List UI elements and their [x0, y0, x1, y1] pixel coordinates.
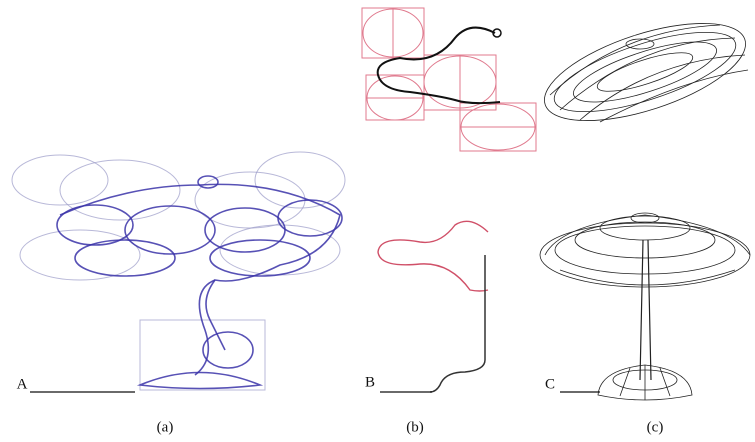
panel-marker: B	[365, 374, 375, 390]
wireframe-c-top	[533, 3, 755, 140]
panel-caption: (b)	[406, 419, 424, 435]
wireframe-c-bottom	[540, 213, 750, 400]
sketch-a	[12, 152, 345, 390]
panel-marker: C	[545, 376, 555, 392]
sketch-b-bottom	[378, 221, 488, 392]
panel-marker: A	[17, 376, 28, 392]
panel-caption: (c)	[647, 419, 664, 435]
figure: A B C (a) (b) (c)	[0, 0, 755, 442]
panel-caption: (a)	[157, 419, 174, 435]
sketch-b-top	[362, 8, 536, 151]
